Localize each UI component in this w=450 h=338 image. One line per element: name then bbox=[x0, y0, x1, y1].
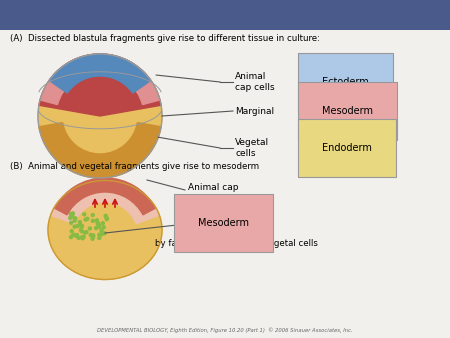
Circle shape bbox=[79, 224, 82, 227]
Wedge shape bbox=[54, 178, 155, 215]
Circle shape bbox=[73, 219, 76, 222]
Circle shape bbox=[100, 233, 103, 236]
Circle shape bbox=[88, 227, 91, 230]
Circle shape bbox=[86, 217, 89, 220]
Circle shape bbox=[83, 213, 86, 216]
Text: (B)  Animal and vegetal fragments give rise to mesoderm: (B) Animal and vegetal fragments give ri… bbox=[10, 162, 259, 171]
Circle shape bbox=[84, 218, 87, 221]
Circle shape bbox=[69, 236, 72, 239]
Text: (A)  Dissected blastula fragments give rise to different tissue in culture:: (A) Dissected blastula fragments give ri… bbox=[10, 34, 320, 43]
Circle shape bbox=[81, 237, 84, 240]
Wedge shape bbox=[39, 54, 161, 116]
Circle shape bbox=[70, 221, 73, 224]
Circle shape bbox=[95, 219, 99, 222]
Circle shape bbox=[80, 228, 83, 232]
Circle shape bbox=[96, 221, 99, 224]
Circle shape bbox=[80, 236, 83, 239]
Circle shape bbox=[97, 223, 100, 226]
Circle shape bbox=[83, 231, 86, 234]
Text: Ectoderm: Ectoderm bbox=[322, 77, 369, 87]
Circle shape bbox=[91, 214, 94, 217]
Wedge shape bbox=[49, 54, 151, 93]
Text: Marginal: Marginal bbox=[235, 106, 274, 116]
Circle shape bbox=[69, 216, 72, 219]
Text: Endoderm: Endoderm bbox=[322, 143, 372, 153]
Circle shape bbox=[102, 226, 105, 229]
Circle shape bbox=[38, 54, 162, 178]
Circle shape bbox=[105, 218, 108, 221]
Circle shape bbox=[89, 234, 92, 237]
Circle shape bbox=[77, 236, 80, 239]
Circle shape bbox=[70, 230, 73, 233]
Circle shape bbox=[105, 217, 108, 220]
Circle shape bbox=[85, 231, 88, 234]
Circle shape bbox=[98, 233, 101, 236]
Circle shape bbox=[81, 225, 83, 228]
Circle shape bbox=[92, 234, 94, 237]
Text: DEVELOPMENTAL BIOLOGY, Eighth Edition, Figure 10.20 (Part 1)  © 2006 Sinauer Ass: DEVELOPMENTAL BIOLOGY, Eighth Edition, F… bbox=[97, 328, 353, 333]
Circle shape bbox=[69, 212, 72, 215]
Circle shape bbox=[98, 237, 101, 240]
Bar bbox=[0, 0, 450, 30]
Wedge shape bbox=[40, 54, 160, 105]
Circle shape bbox=[94, 226, 98, 230]
Circle shape bbox=[100, 229, 103, 232]
Circle shape bbox=[104, 214, 107, 217]
Circle shape bbox=[71, 213, 74, 216]
Circle shape bbox=[76, 234, 78, 237]
Wedge shape bbox=[39, 123, 161, 178]
Circle shape bbox=[78, 221, 81, 224]
Text: Vegetal
cells: Vegetal cells bbox=[235, 138, 269, 158]
Circle shape bbox=[81, 224, 83, 227]
Circle shape bbox=[76, 225, 79, 227]
Text: Mesoderm: Mesoderm bbox=[198, 218, 249, 228]
Circle shape bbox=[73, 225, 76, 228]
Circle shape bbox=[80, 224, 83, 227]
Circle shape bbox=[82, 235, 85, 238]
Circle shape bbox=[101, 222, 104, 225]
Circle shape bbox=[74, 234, 77, 237]
Text: Animal
cap cells: Animal cap cells bbox=[235, 72, 274, 92]
Wedge shape bbox=[51, 178, 158, 224]
Ellipse shape bbox=[48, 180, 162, 280]
Circle shape bbox=[91, 237, 94, 240]
Circle shape bbox=[98, 225, 101, 228]
Circle shape bbox=[96, 222, 99, 225]
Text: showing mesodermal induction by vegetal endoderm (Part 1): showing mesodermal induction by vegetal … bbox=[5, 21, 245, 29]
Text: 10.20  Summary of experiments by Nieuwkoop and by Nakamura and Takasaki,: 10.20 Summary of experiments by Nieuwkoo… bbox=[5, 8, 317, 18]
Text: by factors released from vegetal cells: by factors released from vegetal cells bbox=[155, 239, 318, 247]
Circle shape bbox=[70, 214, 73, 217]
Circle shape bbox=[72, 233, 75, 236]
Circle shape bbox=[103, 232, 106, 235]
Circle shape bbox=[71, 215, 74, 218]
Circle shape bbox=[80, 230, 83, 233]
Text: Mesoderm: Mesoderm bbox=[322, 106, 373, 116]
Circle shape bbox=[72, 212, 74, 215]
Circle shape bbox=[74, 217, 77, 220]
Circle shape bbox=[91, 219, 94, 222]
Circle shape bbox=[92, 235, 95, 238]
Text: Animal cap: Animal cap bbox=[188, 184, 238, 193]
